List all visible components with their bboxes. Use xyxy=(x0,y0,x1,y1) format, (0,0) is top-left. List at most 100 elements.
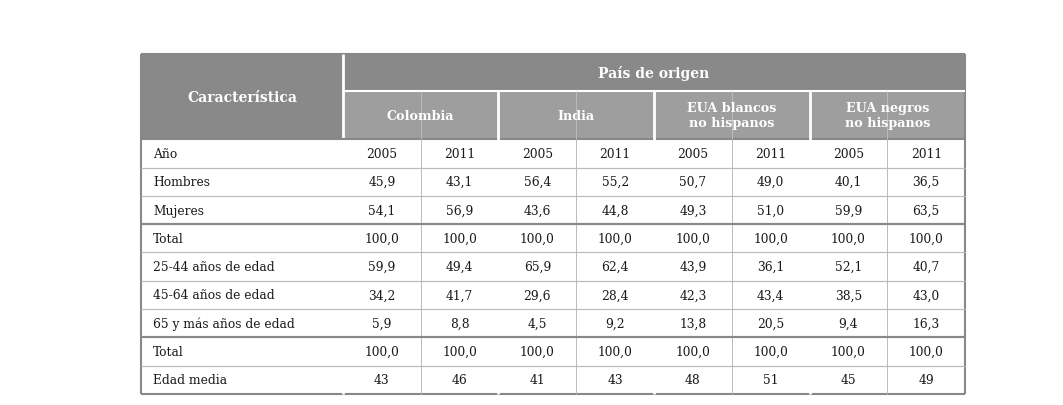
Text: 100,0: 100,0 xyxy=(754,232,788,245)
Text: Año: Año xyxy=(153,147,178,160)
Text: 52,1: 52,1 xyxy=(834,260,862,273)
Bar xyxy=(654,337,731,366)
Text: 9,2: 9,2 xyxy=(605,317,625,330)
Text: 29,6: 29,6 xyxy=(524,289,551,302)
Bar xyxy=(141,55,343,140)
Bar xyxy=(654,225,731,253)
Text: 46: 46 xyxy=(452,373,468,386)
Bar xyxy=(141,309,343,337)
Text: 43,9: 43,9 xyxy=(679,260,707,273)
Text: 36,5: 36,5 xyxy=(913,176,940,189)
Bar xyxy=(576,337,654,366)
Bar xyxy=(141,337,343,366)
Bar xyxy=(343,309,421,337)
Text: 4,5: 4,5 xyxy=(527,317,547,330)
Bar xyxy=(576,281,654,309)
Text: Total: Total xyxy=(153,232,184,245)
Bar xyxy=(141,253,343,281)
Bar xyxy=(499,366,576,394)
Text: India: India xyxy=(558,109,595,122)
Bar xyxy=(810,225,888,253)
Bar xyxy=(141,225,343,253)
Bar xyxy=(421,337,499,366)
Bar xyxy=(576,168,654,196)
Text: 2011: 2011 xyxy=(755,147,787,160)
Bar xyxy=(810,337,888,366)
Text: 100,0: 100,0 xyxy=(442,232,477,245)
Bar xyxy=(421,253,499,281)
Bar xyxy=(810,366,888,394)
Bar xyxy=(343,196,421,225)
Bar xyxy=(731,281,810,309)
Bar xyxy=(810,281,888,309)
Bar xyxy=(810,253,888,281)
Bar xyxy=(810,140,888,168)
Text: 43,0: 43,0 xyxy=(913,289,940,302)
Text: 25-44 años de edad: 25-44 años de edad xyxy=(153,260,275,273)
Bar xyxy=(343,168,421,196)
Text: 56,9: 56,9 xyxy=(445,204,473,217)
Bar xyxy=(421,196,499,225)
Bar xyxy=(731,337,810,366)
Text: Total: Total xyxy=(153,345,184,358)
Bar xyxy=(421,281,499,309)
Text: País de origen: País de origen xyxy=(598,66,710,81)
Text: 62,4: 62,4 xyxy=(602,260,629,273)
Text: 100,0: 100,0 xyxy=(831,345,866,358)
Bar xyxy=(499,168,576,196)
Text: 8,8: 8,8 xyxy=(450,317,470,330)
Text: 100,0: 100,0 xyxy=(365,345,400,358)
Bar xyxy=(343,55,965,92)
Text: 65 y más años de edad: 65 y más años de edad xyxy=(153,317,294,330)
Text: Edad media: Edad media xyxy=(153,373,227,386)
Bar xyxy=(888,196,965,225)
Text: 100,0: 100,0 xyxy=(442,345,477,358)
Text: 2011: 2011 xyxy=(600,147,630,160)
Bar xyxy=(654,168,731,196)
Text: 40,1: 40,1 xyxy=(834,176,862,189)
Bar xyxy=(576,309,654,337)
Bar xyxy=(141,196,343,225)
Text: EUA negros
no hispanos: EUA negros no hispanos xyxy=(845,102,930,130)
Bar xyxy=(421,366,499,394)
Bar xyxy=(343,92,499,140)
Bar xyxy=(499,196,576,225)
Text: 41: 41 xyxy=(529,373,545,386)
Bar xyxy=(654,309,731,337)
Text: 43,4: 43,4 xyxy=(757,289,784,302)
Bar xyxy=(141,140,343,168)
Text: 56,4: 56,4 xyxy=(524,176,551,189)
Bar xyxy=(576,225,654,253)
Text: 100,0: 100,0 xyxy=(675,232,710,245)
Bar xyxy=(731,225,810,253)
Bar xyxy=(343,225,421,253)
Text: 41,7: 41,7 xyxy=(446,289,473,302)
Text: 16,3: 16,3 xyxy=(913,317,940,330)
Bar xyxy=(499,140,576,168)
Bar xyxy=(888,281,965,309)
Bar xyxy=(141,168,343,196)
Text: 43: 43 xyxy=(374,373,390,386)
Text: 100,0: 100,0 xyxy=(365,232,400,245)
Text: 100,0: 100,0 xyxy=(831,232,866,245)
Bar xyxy=(654,253,731,281)
Bar xyxy=(499,253,576,281)
Text: 36,1: 36,1 xyxy=(757,260,784,273)
Bar xyxy=(499,337,576,366)
Bar xyxy=(731,366,810,394)
Text: 100,0: 100,0 xyxy=(597,232,632,245)
Bar xyxy=(810,309,888,337)
Text: 50,7: 50,7 xyxy=(679,176,707,189)
Text: 44,8: 44,8 xyxy=(602,204,629,217)
Text: 34,2: 34,2 xyxy=(368,289,395,302)
Bar xyxy=(499,309,576,337)
Text: 45-64 años de edad: 45-64 años de edad xyxy=(153,289,275,302)
Text: 59,9: 59,9 xyxy=(834,204,862,217)
Bar xyxy=(888,253,965,281)
Text: EUA blancos
no hispanos: EUA blancos no hispanos xyxy=(687,102,776,130)
Text: 49: 49 xyxy=(918,373,934,386)
Bar xyxy=(731,253,810,281)
Text: Mujeres: Mujeres xyxy=(153,204,204,217)
Bar xyxy=(810,168,888,196)
Bar xyxy=(654,92,810,140)
